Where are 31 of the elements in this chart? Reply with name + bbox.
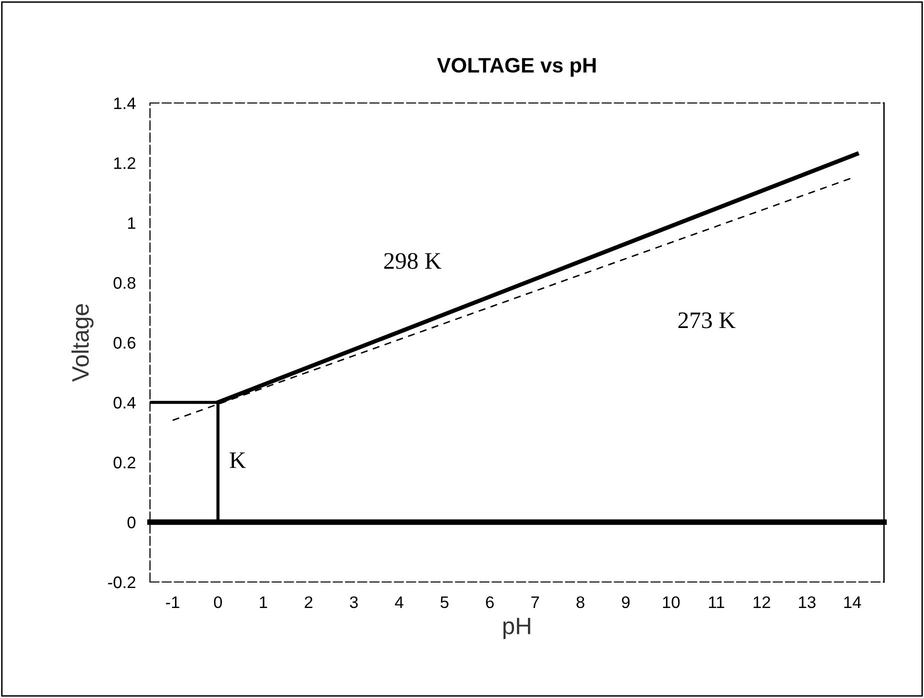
x-tick-label: 13	[798, 596, 816, 608]
x-tick-label: 9	[622, 596, 630, 608]
x-tick-label: 10	[663, 596, 680, 608]
x-tick-label: 0	[214, 596, 222, 608]
x-tick-label: 12	[754, 596, 770, 608]
x-tick-label: 7	[531, 596, 539, 608]
chart-title: VOLTAGE vs pH	[437, 58, 596, 77]
x-tick-label: 11	[708, 596, 724, 608]
x-tick-label: -1	[166, 596, 180, 608]
y-tick-label: 0.6	[114, 336, 136, 349]
x-tick-label: 4	[394, 596, 404, 608]
x-tick-label: 5	[440, 596, 448, 608]
y-tick-label: 1.4	[114, 98, 136, 110]
text: 273 K	[678, 312, 736, 328]
x-tick-label: 1	[260, 596, 268, 608]
y-tick-label: 0.4	[114, 396, 136, 409]
y-tick-label: 1.2	[114, 157, 136, 169]
x-tick-label: 8	[576, 596, 584, 608]
x-tick-label: 2	[304, 596, 312, 608]
y-tick-label: -0.2	[108, 576, 136, 588]
x-axis-title: pH	[503, 618, 530, 639]
y-tick-label: 0.8	[114, 277, 136, 289]
y-tick-label: 0.2	[114, 456, 136, 468]
x-tick-label: 3	[350, 596, 358, 608]
series-label: 298 K	[384, 253, 442, 269]
annotation: K	[230, 452, 246, 468]
x-tick-label: 6	[486, 596, 494, 608]
y-tick-label: 0	[127, 516, 136, 528]
x-tick-label: 14	[844, 596, 862, 608]
y-axis-title: Voltage	[71, 304, 94, 382]
y-tick-label: 1	[128, 217, 136, 229]
